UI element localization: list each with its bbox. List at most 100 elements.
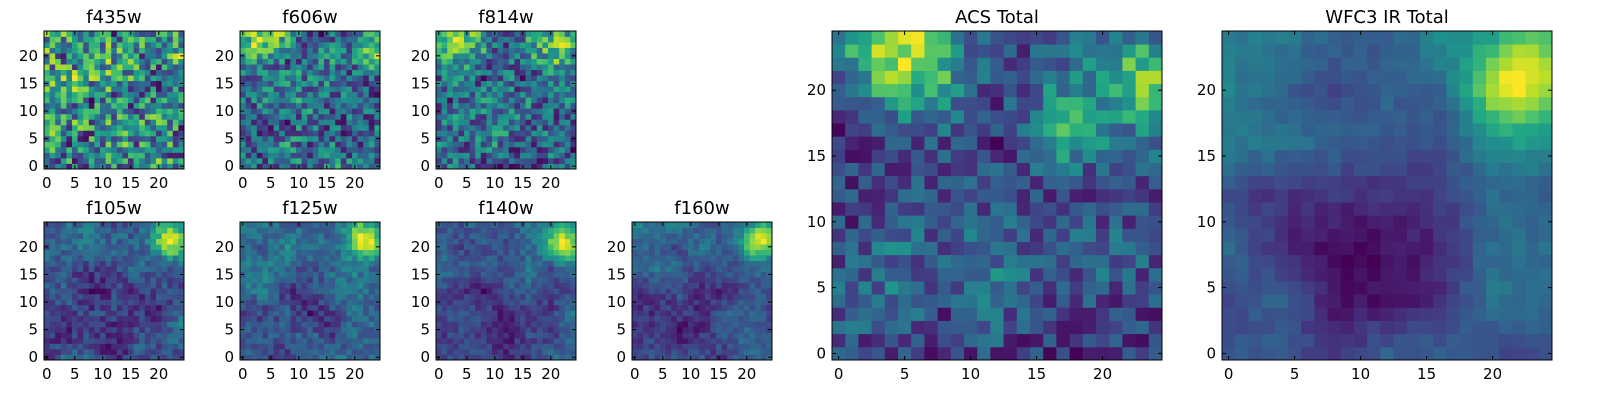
heatmap-cell (693, 299, 700, 306)
heatmap-cell (368, 58, 375, 65)
heatmap-cell (486, 304, 493, 311)
heatmap-cell (133, 108, 140, 115)
heatmap-cell (480, 146, 487, 153)
heatmap-cell (329, 255, 336, 262)
heatmap-cell (363, 130, 370, 137)
heatmap-cell (548, 315, 554, 322)
heatmap-cell (77, 146, 84, 153)
heatmap-cell (665, 343, 672, 350)
heatmap-cell (766, 343, 773, 350)
heatmap-cell (307, 53, 314, 59)
heatmap-cell (464, 91, 470, 98)
heatmap-cell (357, 315, 364, 322)
heatmap-cell (1135, 281, 1150, 295)
heatmap-cell (749, 321, 756, 328)
heatmap-cell (1122, 241, 1136, 256)
heatmap-cell (514, 266, 521, 273)
heatmap-cell (458, 326, 465, 333)
heatmap-cell (553, 310, 560, 317)
heatmap-cell (503, 130, 510, 137)
heatmap-cell (950, 149, 965, 163)
heatmap-cell (497, 299, 504, 306)
heatmap-cell (273, 244, 280, 250)
heatmap-cell (480, 310, 487, 317)
heatmap-cell (536, 310, 543, 317)
heatmap-cell (324, 58, 330, 65)
heatmap-cell (654, 293, 661, 300)
heatmap-cell (536, 42, 543, 48)
heatmap-cell (88, 53, 95, 59)
heatmap-cell (898, 267, 912, 282)
heatmap-cell (368, 354, 375, 361)
heatmap-cell (279, 277, 286, 284)
heatmap-cell (699, 233, 706, 239)
heatmap-cell (363, 31, 370, 37)
heatmap-cell (49, 255, 56, 262)
heatmap-cell (710, 277, 717, 284)
heatmap-cell (990, 281, 1004, 295)
heatmap-cell (150, 282, 157, 289)
heatmap-cell (105, 91, 112, 98)
heatmap-cell (911, 228, 925, 242)
heatmap-cell (858, 175, 872, 190)
heatmap-cell (139, 299, 146, 306)
heatmap-cell (139, 304, 146, 311)
heatmap-cell (452, 244, 459, 250)
heatmap-cell (492, 141, 498, 148)
heatmap-cell (548, 157, 554, 164)
heatmap-cell (122, 282, 129, 289)
heatmap-cell (346, 135, 353, 142)
heatmap-cell (441, 119, 448, 126)
heatmap-cell (312, 124, 319, 131)
heatmap-cell (352, 108, 358, 115)
heatmap-cell (324, 91, 330, 98)
y-tick-label: 20 (215, 47, 234, 65)
heatmap-cell (492, 343, 498, 350)
heatmap-cell (564, 326, 571, 333)
heatmap-cell (324, 64, 330, 71)
heatmap-cell (273, 64, 280, 71)
heatmap-cell (346, 293, 353, 300)
heatmap-cell (832, 333, 846, 348)
heatmap-cell (531, 75, 538, 82)
heatmap-cell (312, 130, 319, 137)
heatmap-cell (447, 271, 454, 278)
heatmap-cell (1096, 346, 1110, 361)
heatmap-cell (570, 91, 577, 98)
heatmap-cell (72, 152, 78, 159)
heatmap-cell (858, 188, 872, 203)
heatmap-cell (245, 321, 252, 328)
heatmap-cell (256, 288, 263, 295)
heatmap-cell (105, 277, 112, 284)
heatmap-cell (553, 277, 560, 284)
heatmap-cell (144, 36, 151, 43)
heatmap-cell (256, 354, 263, 361)
heatmap-cell (548, 75, 554, 82)
heatmap-cell (924, 346, 938, 361)
heatmap-cell (83, 293, 90, 300)
heatmap-cell (279, 288, 286, 295)
heatmap-cell (536, 75, 543, 82)
heatmap-cell (279, 271, 286, 278)
heatmap-cell (464, 266, 470, 273)
heatmap-cell (503, 222, 510, 228)
heatmap-cell (536, 124, 543, 131)
heatmap-cell (548, 299, 554, 306)
heatmap-cell (447, 255, 454, 262)
heatmap-cell (346, 163, 353, 170)
heatmap-cell (72, 80, 78, 87)
heatmap-cell (307, 244, 314, 250)
heatmap-cell (1016, 281, 1031, 295)
heatmap-cell (871, 320, 886, 335)
heatmap-cell (72, 326, 78, 333)
heatmap-cell (60, 108, 67, 115)
heatmap-cell (671, 260, 678, 267)
heatmap-cell (290, 69, 297, 76)
heatmap-cell (514, 337, 521, 344)
heatmap-cell (553, 42, 560, 48)
heatmap-cell (542, 146, 549, 153)
heatmap-cell (937, 162, 952, 177)
heatmap-cell (564, 233, 571, 239)
heatmap-cell (497, 141, 504, 148)
heatmap-cell (335, 222, 342, 228)
